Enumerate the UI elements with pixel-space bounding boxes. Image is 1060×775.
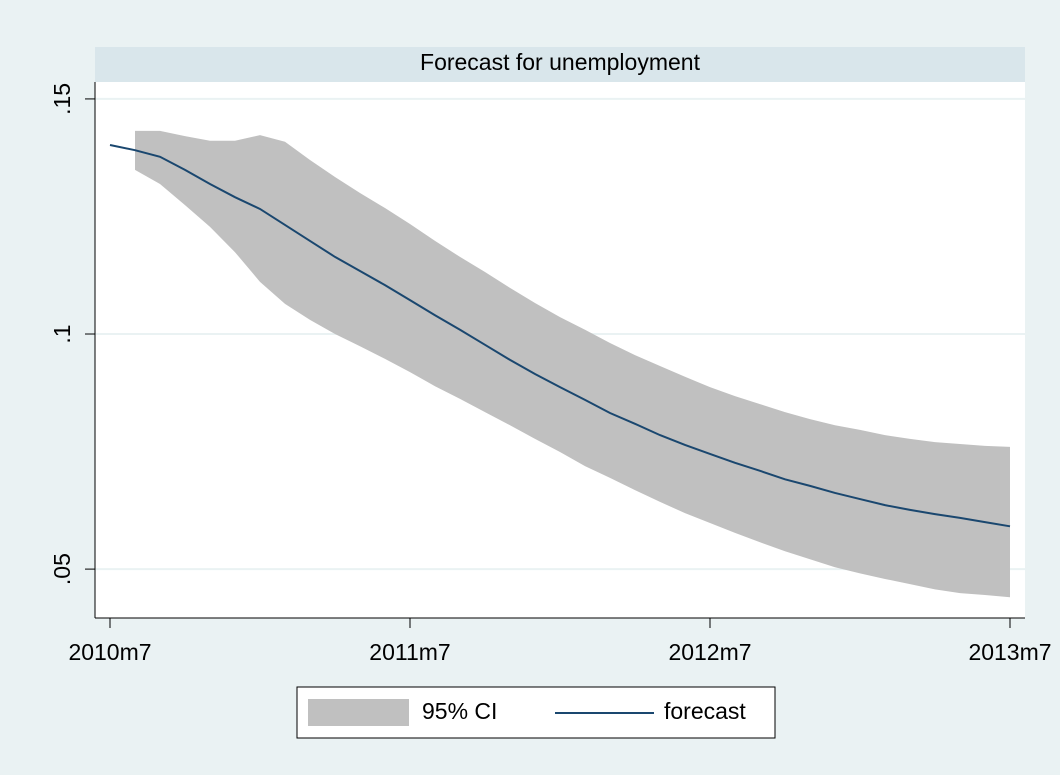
x-tick-label: 2011m7 <box>369 639 450 665</box>
x-tick-label: 2010m7 <box>68 639 151 665</box>
legend-label: forecast <box>664 698 746 724</box>
x-tick-label: 2013m7 <box>968 639 1051 665</box>
title-bar <box>95 47 1025 82</box>
y-tick-label: .15 <box>49 83 75 115</box>
legend-swatch <box>308 699 409 726</box>
forecast-line <box>109 144 1011 528</box>
y-tick-label: .05 <box>49 553 75 585</box>
legend-label: 95% CI <box>422 698 497 724</box>
chart-title: Forecast for unemployment <box>420 49 701 75</box>
y-tick-label: .1 <box>49 324 75 343</box>
x-tick-label: 2012m7 <box>668 639 751 665</box>
